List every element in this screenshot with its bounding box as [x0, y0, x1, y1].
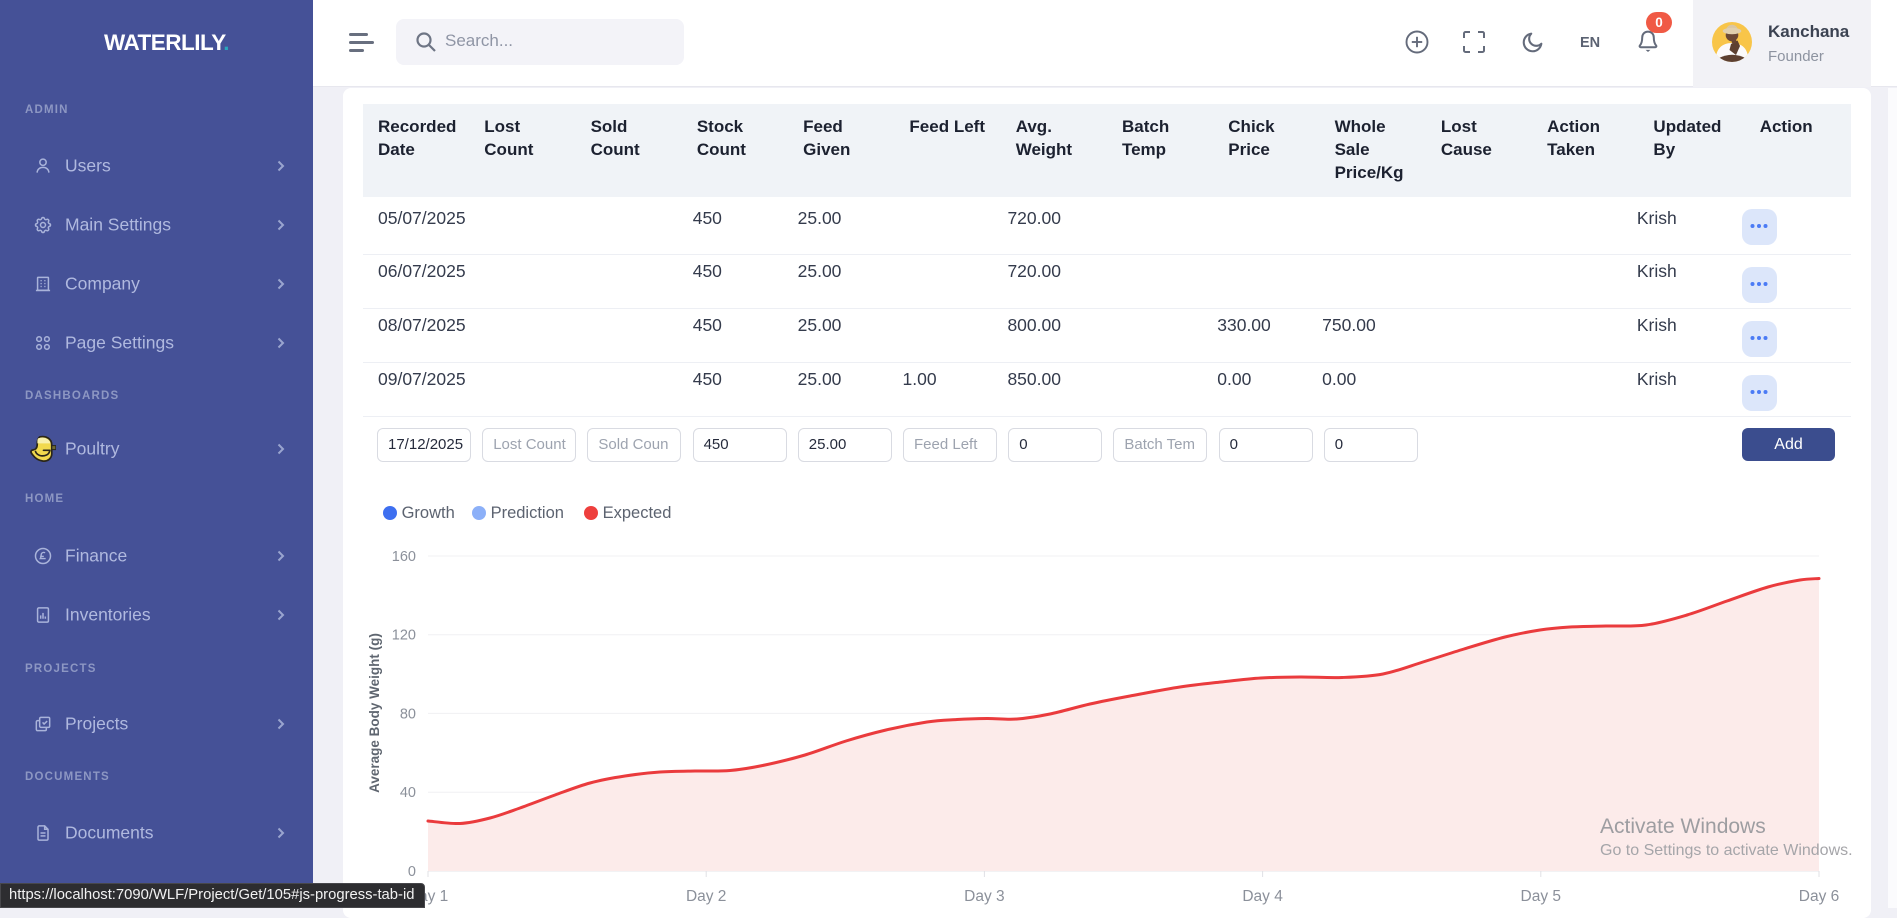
svg-text:Day 5: Day 5: [1521, 888, 1562, 905]
svg-text:Day 4: Day 4: [1242, 888, 1283, 905]
svg-text:40: 40: [400, 785, 416, 801]
svg-text:Day 6: Day 6: [1799, 888, 1840, 905]
svg-text:0: 0: [408, 864, 416, 880]
svg-text:80: 80: [400, 706, 416, 722]
svg-text:160: 160: [392, 549, 416, 565]
svg-text:120: 120: [392, 628, 416, 644]
svg-text:Day 2: Day 2: [686, 888, 727, 905]
svg-text:Day 3: Day 3: [964, 888, 1005, 905]
svg-text:Average Body Weight (g): Average Body Weight (g): [367, 633, 382, 793]
